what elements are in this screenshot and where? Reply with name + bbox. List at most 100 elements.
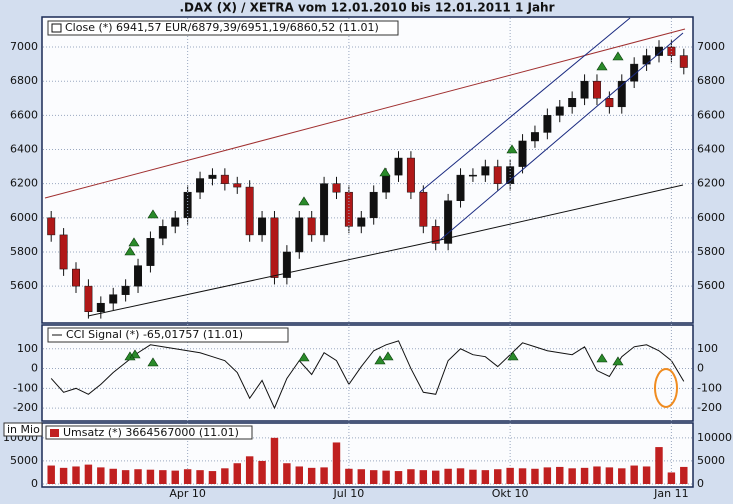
candle-body [307, 217, 316, 236]
candle-body [295, 217, 304, 253]
legend-label: CCI Signal (*) -65,01757 (11.01) [66, 328, 243, 341]
plot-layer: 5600 5600 5800 5800 6000 6000 6200 6200 6400 6400… [3, 18, 732, 500]
volume-bar [494, 469, 502, 484]
volume-bar [332, 442, 341, 484]
x-tick-label: Jan 11 [653, 487, 688, 500]
y-tick-label: 10000 [697, 431, 732, 444]
y-tick-label: 5000 [10, 454, 38, 467]
candle-body [394, 157, 403, 176]
y-tick-label: 0 [31, 477, 38, 490]
trend-line [439, 32, 684, 241]
volume-bar [655, 447, 663, 484]
candle-body [171, 217, 180, 227]
volume-bar [307, 467, 316, 484]
volume-bar [47, 465, 55, 484]
candle-body [580, 80, 589, 99]
candle-body [282, 251, 291, 278]
volume-bar [382, 470, 390, 484]
y-tick-label: 6400 [10, 143, 38, 156]
candle-body [431, 226, 440, 244]
volume-bar [618, 468, 626, 484]
candle-body [518, 140, 527, 167]
candle-body [406, 157, 415, 193]
volume-bar [369, 470, 378, 484]
volume-bar [394, 471, 403, 484]
candle-body [369, 191, 378, 219]
candle-body [220, 174, 229, 184]
candle-body [555, 106, 564, 116]
candle-body [642, 55, 651, 65]
candle-body [121, 285, 130, 295]
candle-body [196, 178, 205, 193]
y-tick-label: 5600 [697, 279, 725, 292]
x-tick-label: Jul 10 [333, 487, 365, 500]
volume-bar [580, 467, 589, 484]
volume-bar [556, 466, 564, 484]
y-tick-label: 6800 [10, 74, 38, 87]
y-tick-label: 100 [17, 342, 38, 355]
volume-bar [469, 469, 477, 484]
y-tick-label: 6000 [697, 211, 725, 224]
legend-label: Umsatz (*) 3664567000 (11.01) [63, 426, 239, 439]
volume-bar [159, 470, 167, 484]
volume-bar [283, 463, 291, 484]
y-tick-label: 0 [697, 477, 704, 490]
volume-bar [432, 470, 440, 484]
volume-bar [196, 470, 204, 484]
candle-body [444, 200, 453, 244]
y-tick-label: 6400 [697, 143, 725, 156]
candle-body [630, 63, 639, 82]
candle-body [456, 174, 465, 201]
volume-bar [320, 467, 328, 484]
legend-box [45, 425, 253, 440]
volume-bar [121, 470, 130, 484]
candle-body [109, 294, 118, 304]
candle-body [344, 191, 353, 227]
trend-line [439, 184, 684, 241]
volume-bar [680, 466, 688, 484]
volume-bar [84, 464, 93, 484]
chart-title: .DAX (X) / XETRA vom 12.01.2010 bis 12.0… [179, 1, 554, 15]
candle-body [419, 191, 428, 227]
candle-body [72, 268, 80, 287]
candle-body [245, 186, 254, 236]
candle-body [233, 183, 242, 188]
highlight-circle [654, 368, 678, 408]
trend-line [87, 239, 441, 317]
y-tick-label: 6200 [10, 177, 38, 190]
volume-bar [531, 468, 539, 484]
volume-bar [667, 472, 676, 484]
legend-label: Close (*) 6941,57 EUR/6879,39/6951,19/68… [65, 21, 379, 34]
volume-bar [72, 466, 80, 484]
candle-body [158, 226, 167, 239]
volume-bar [233, 463, 241, 484]
candle-body [593, 80, 601, 99]
candle-body [679, 55, 688, 68]
y-tick-label: -200 [13, 401, 38, 414]
x-tick-label: Apr 10 [169, 487, 206, 500]
candle-body [382, 174, 391, 193]
candle-body [134, 265, 143, 287]
volume-bar [295, 466, 303, 484]
y-tick-label: 5800 [10, 245, 38, 258]
volume-bar [630, 465, 638, 484]
y-tick-label: 6000 [10, 211, 38, 224]
legend-box [47, 20, 399, 36]
candle-body [506, 166, 515, 184]
candle-body [96, 302, 105, 313]
volume-bar [543, 467, 552, 484]
volume-bar [481, 470, 490, 484]
volume-bar [568, 468, 576, 484]
volume-bar [518, 468, 527, 484]
candle-body [146, 238, 155, 266]
y-tick-label: 7000 [697, 40, 725, 53]
legend-box [47, 327, 289, 343]
y-tick-label: 5600 [10, 279, 38, 292]
y-tick-label: 6200 [697, 177, 725, 190]
volume-bar [134, 469, 142, 484]
volume-bar [456, 468, 465, 484]
cci-line [50, 340, 685, 410]
volume-bar [258, 460, 266, 484]
buy-marker [124, 349, 624, 367]
